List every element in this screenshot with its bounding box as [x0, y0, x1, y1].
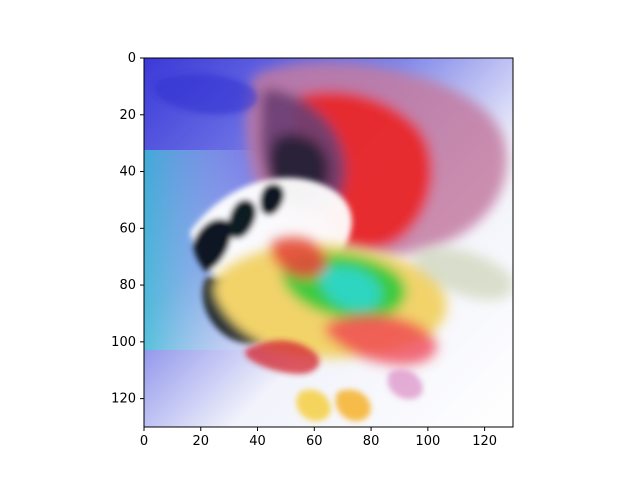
- y-tick-label-60: 60: [119, 221, 136, 236]
- y-axis: 0 20 40 60 80 100 120: [111, 51, 144, 407]
- y-tick-label-20: 20: [119, 108, 136, 123]
- y-tick-label-40: 40: [119, 165, 136, 180]
- image-area: [144, 58, 513, 427]
- y-tick-label-100: 100: [111, 335, 136, 350]
- y-tick-label-80: 80: [119, 278, 136, 293]
- x-tick-label-100: 100: [415, 434, 440, 449]
- x-axis: 0 20 40 60 80 100 120: [140, 427, 497, 449]
- x-tick-label-60: 60: [306, 434, 323, 449]
- x-tick-label-120: 120: [472, 434, 497, 449]
- x-tick-label-80: 80: [363, 434, 380, 449]
- x-tick-label-0: 0: [140, 434, 148, 449]
- axes-frame: [143, 57, 514, 428]
- x-tick-label-40: 40: [249, 434, 266, 449]
- y-tick-label-120: 120: [111, 392, 136, 407]
- x-tick-label-20: 20: [192, 434, 209, 449]
- y-tick-label-0: 0: [128, 51, 136, 66]
